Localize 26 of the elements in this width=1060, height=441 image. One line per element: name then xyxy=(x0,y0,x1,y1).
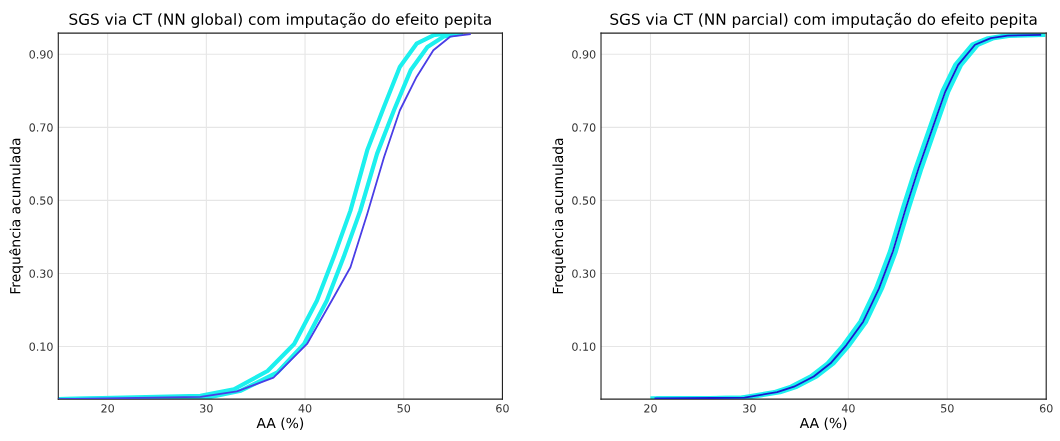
x-tick-label: 30 xyxy=(743,404,756,413)
y-tick-label: 0.90 xyxy=(29,50,53,59)
x-tick-label: 20 xyxy=(644,404,657,413)
y-tick-label: 0.70 xyxy=(29,123,53,132)
x-tick-label: 60 xyxy=(496,404,509,413)
chart-title: SGS via CT (NN global) com imputação do efeito pepita xyxy=(69,12,491,28)
y-tick-label: 0.30 xyxy=(572,269,596,278)
x-axis-title: AA (%) xyxy=(799,417,847,430)
y-tick-label: 0.30 xyxy=(29,269,53,278)
x-tick-label: 30 xyxy=(200,404,213,413)
y-tick-label: 0.10 xyxy=(572,342,596,351)
x-tick-label: 40 xyxy=(298,404,312,413)
y-axis-title: Frequência acumulada xyxy=(9,138,24,294)
x-tick-label: 20 xyxy=(101,404,114,413)
x-tick-label: 40 xyxy=(841,404,855,413)
y-tick-label: 0.70 xyxy=(572,123,596,132)
x-tick-label: 50 xyxy=(397,404,411,413)
y-tick-label: 0.10 xyxy=(29,342,53,351)
chart-title: SGS via CT (NN parcial) com imputação do efeito pepita xyxy=(610,12,1037,28)
x-tick-label: 50 xyxy=(941,404,954,413)
x-axis-title: AA (%) xyxy=(256,417,304,430)
y-axis-title: Frequência acumulada xyxy=(551,138,566,294)
x-tick-label: 60 xyxy=(1039,404,1053,413)
y-tick-label: 0.50 xyxy=(572,196,596,205)
y-tick-label: 0.90 xyxy=(572,50,596,59)
y-tick-label: 0.50 xyxy=(29,196,53,205)
